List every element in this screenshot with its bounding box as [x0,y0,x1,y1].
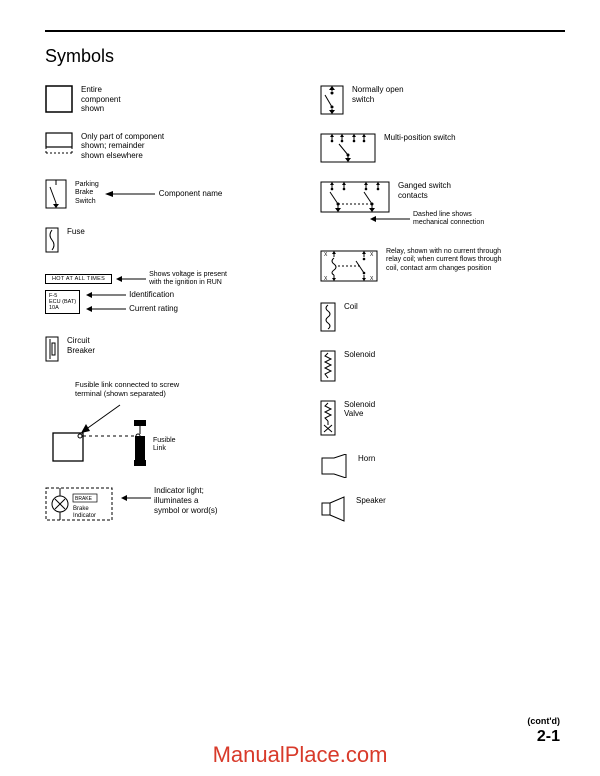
callout: Dashed line shows mechanical connection [413,211,484,228]
label: Ganged switch contacts [398,181,451,215]
symbol-entire-component: Entire component shown [45,85,290,114]
svg-text:X: X [370,252,374,258]
coil-icon [320,302,336,332]
link-label: Link [153,445,166,452]
label: Normally open switch [352,85,404,104]
label: Circuit Breaker [67,336,95,355]
square-icon [45,85,73,113]
badge-text: BRAKE [75,496,93,502]
symbol-hot-identification: HOT AT ALL TIMES Shows voltage is presen… [45,271,290,315]
label: Coil [344,302,358,312]
callout: Current rating [129,304,178,314]
breaker-icon [45,336,59,362]
hot-box: HOT AT ALL TIMES [45,274,112,285]
label: Relay, shown with no current through rel… [386,248,502,273]
arrow-icon [121,492,151,504]
symbol-speaker: Speaker [320,496,565,522]
ganged-switch-icon [320,181,390,215]
symbol-fuse: Fuse [45,227,290,253]
solenoid-valve-icon [320,400,336,436]
relay-icon: X X X X [320,248,378,284]
right-column: Normally open switch [320,85,565,540]
solenoid-icon [320,350,336,382]
dashed-square-icon [45,132,73,154]
switch-icon [45,179,67,209]
callout: Shows voltage is present with the igniti… [149,271,227,288]
box-label: Indicator [73,513,96,519]
ident-line: 10A [49,305,76,311]
arrow-icon [370,214,410,224]
symbol-coil: Coil [320,302,565,332]
symbol-partial-component: Only part of component shown; remainder … [45,132,290,161]
arrow-icon [86,305,126,313]
box-label: Brake [73,506,89,512]
symbol-fusible-link: Fusible link connected to screw terminal… [45,380,290,468]
speaker-icon [320,496,348,522]
svg-text:X: X [324,252,328,258]
horn-icon [320,454,350,478]
arrow-icon [116,275,146,283]
label: Solenoid [344,350,375,360]
arrow-icon [105,189,155,199]
symbol-relay: X X X X Relay, shown with no current thr… [320,248,565,284]
page-title: Symbols [45,46,565,67]
link-label: Fusible [153,437,176,444]
multi-switch-icon [320,133,376,163]
fuse-icon [45,227,59,253]
watermark: ManualPlace.com [0,742,600,768]
label: Multi-position switch [384,133,456,143]
symbol-circuit-breaker: Circuit Breaker [45,336,290,362]
label: Only part of component shown; remainder … [81,132,164,161]
label: Speaker [356,496,386,506]
fusible-link-diagram: Fusible Link [45,398,225,468]
arrow-icon [86,291,126,299]
no-switch-icon [320,85,344,115]
symbol-multi-position: Multi-position switch [320,133,565,163]
label: Entire component shown [81,85,121,114]
symbol-indicator-light: BRAKE Brake Indicator Indicator light; i… [45,482,290,522]
label: Solenoid Valve [344,400,375,419]
symbol-horn: Horn [320,454,565,478]
label: Fuse [67,227,85,237]
indicator-icon: BRAKE Brake Indicator [45,482,113,522]
callout: Indicator light; illuminates a symbol or… [154,486,218,515]
callout: Fusible link connected to screw terminal… [75,380,179,398]
continued-label: (cont'd) [527,716,560,726]
label: Horn [358,454,375,464]
callout: Identification [129,290,174,300]
symbol-solenoid-valve: Solenoid Valve [320,400,565,436]
left-column: Entire component shown Only part of comp… [45,85,290,540]
symbol-solenoid: Solenoid [320,350,565,382]
symbol-ganged-switch: Ganged switch contacts Dashed line shows… [320,181,565,228]
callout: Component name [159,189,223,199]
symbol-parking-brake: Parking Brake Switch Component name [45,179,290,209]
symbol-no-switch: Normally open switch [320,85,565,115]
label: Parking Brake Switch [75,181,99,206]
